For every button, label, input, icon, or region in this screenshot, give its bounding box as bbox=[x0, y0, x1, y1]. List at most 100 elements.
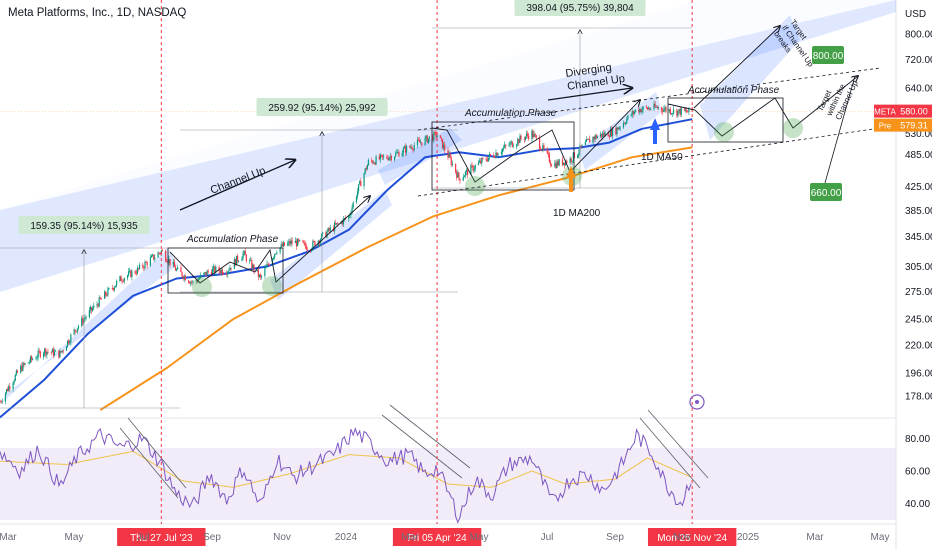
candle-body bbox=[535, 135, 537, 138]
accumulation-phase-label-1: Accumulation Phase bbox=[186, 234, 279, 245]
candle-body bbox=[312, 241, 314, 249]
candle-body bbox=[479, 160, 481, 163]
candle-253 bbox=[386, 154, 388, 160]
time-tick-0: Mar bbox=[0, 532, 17, 543]
accumulation-box-1 bbox=[167, 247, 284, 294]
candle-368 bbox=[561, 156, 564, 167]
candle-131 bbox=[198, 276, 201, 280]
candle-body bbox=[189, 282, 191, 284]
candle-285 bbox=[434, 130, 436, 136]
candle-333 bbox=[508, 141, 510, 147]
candle-412 bbox=[627, 114, 629, 121]
candle-290 bbox=[441, 139, 444, 149]
candle-396 bbox=[603, 129, 605, 137]
candle-132 bbox=[199, 272, 202, 279]
candle-body bbox=[433, 132, 435, 141]
candle-body bbox=[149, 257, 152, 266]
candle-403 bbox=[615, 126, 617, 136]
candle-243 bbox=[371, 157, 373, 163]
candle-body bbox=[256, 269, 258, 271]
candle-39 bbox=[59, 348, 61, 358]
candle-body bbox=[90, 307, 93, 311]
candle-214 bbox=[326, 229, 328, 239]
measure-3-box bbox=[514, 0, 646, 16]
candle-body bbox=[566, 160, 568, 163]
candle-body bbox=[104, 291, 106, 299]
candle-385 bbox=[586, 138, 589, 141]
candle-257 bbox=[390, 154, 392, 162]
candle-body bbox=[135, 273, 137, 275]
date-marker-label-0: Thu 27 Jul '23 bbox=[130, 533, 193, 544]
candle-body bbox=[554, 163, 556, 167]
candle-body bbox=[70, 334, 72, 343]
candle-298 bbox=[455, 163, 457, 174]
candle-body bbox=[134, 271, 136, 274]
candle-body bbox=[92, 308, 94, 311]
candle-body bbox=[450, 157, 452, 166]
candle-362 bbox=[550, 163, 553, 167]
candle-300 bbox=[457, 169, 459, 178]
chart-title: Meta Platforms, Inc., 1D, NASDAQ bbox=[8, 7, 187, 19]
candle-body bbox=[351, 207, 353, 214]
candle-6 bbox=[8, 384, 10, 392]
candle-169 bbox=[257, 266, 259, 281]
candle-240 bbox=[365, 166, 367, 172]
candle-435 bbox=[663, 105, 665, 113]
candle-body bbox=[570, 158, 572, 162]
candle-426 bbox=[649, 107, 651, 111]
candle-body bbox=[62, 350, 64, 352]
candle-body bbox=[228, 270, 230, 272]
candle-body bbox=[35, 358, 37, 360]
candle-75 bbox=[113, 285, 116, 292]
candle-351 bbox=[534, 132, 536, 138]
candle-413 bbox=[630, 113, 632, 117]
candle-body bbox=[211, 268, 214, 275]
candle-91 bbox=[137, 267, 140, 272]
candle-115 bbox=[174, 264, 177, 271]
candle-body bbox=[184, 275, 186, 281]
time-tick-1: May bbox=[65, 532, 84, 543]
candle-body bbox=[343, 218, 346, 219]
candle-30 bbox=[45, 347, 47, 358]
candle-body bbox=[275, 253, 277, 255]
candle-314 bbox=[479, 157, 481, 163]
candle-body bbox=[235, 255, 238, 266]
candle-body bbox=[421, 142, 423, 146]
candle-421 bbox=[641, 106, 643, 115]
candle-175 bbox=[266, 260, 268, 268]
candle-249 bbox=[379, 153, 382, 163]
candle-120 bbox=[182, 275, 184, 281]
candle-272 bbox=[413, 142, 415, 152]
candle-body bbox=[538, 137, 541, 149]
rsi-ma-line bbox=[0, 450, 692, 488]
candle-104 bbox=[158, 252, 160, 255]
candle-85 bbox=[129, 267, 131, 273]
candle-body bbox=[81, 318, 83, 326]
candle-200 bbox=[304, 240, 306, 249]
candle-294 bbox=[448, 150, 450, 158]
candle-136 bbox=[206, 269, 208, 276]
candle-body bbox=[120, 276, 122, 281]
candle-body bbox=[473, 168, 475, 171]
candle-332 bbox=[505, 143, 507, 150]
candle-293 bbox=[447, 147, 449, 161]
candle-body bbox=[341, 221, 343, 225]
candle-body bbox=[440, 137, 443, 140]
candle-312 bbox=[474, 164, 476, 172]
candle-221 bbox=[336, 222, 338, 226]
candle-body bbox=[50, 351, 52, 353]
candle-59 bbox=[89, 304, 92, 314]
candle-199 bbox=[303, 239, 305, 246]
candle-body bbox=[497, 154, 499, 156]
candle-182 bbox=[276, 250, 278, 255]
candle-125 bbox=[190, 280, 192, 287]
candle-22 bbox=[32, 357, 34, 361]
candle-264 bbox=[402, 146, 404, 157]
candle-282 bbox=[428, 136, 431, 142]
candle-body bbox=[525, 133, 528, 137]
candle-body bbox=[130, 270, 132, 278]
candle-body bbox=[564, 162, 566, 166]
candle-body bbox=[173, 261, 176, 267]
candle-body bbox=[303, 242, 305, 244]
